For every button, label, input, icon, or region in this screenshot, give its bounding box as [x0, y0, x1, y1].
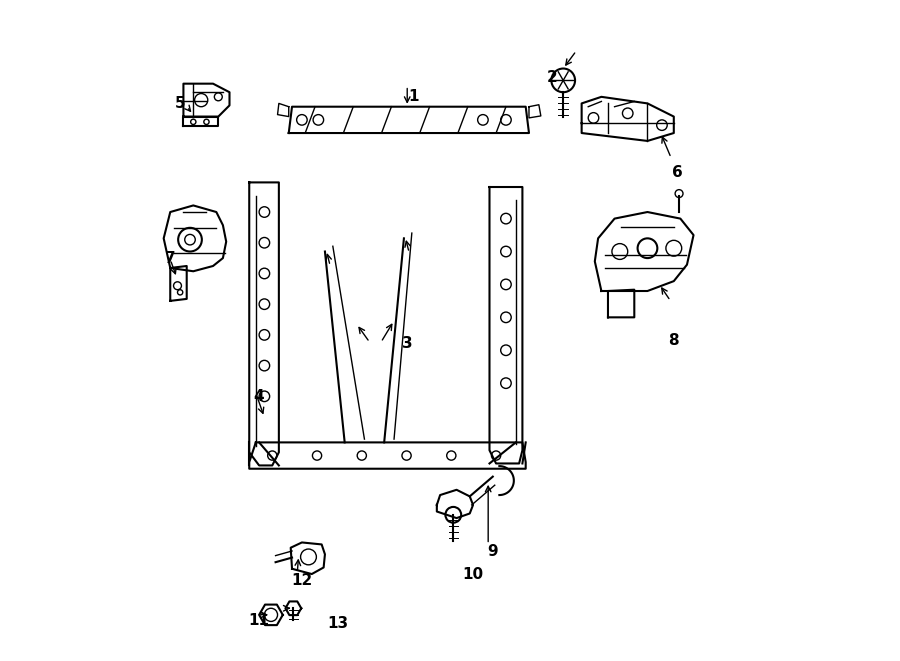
Polygon shape	[249, 182, 279, 465]
Polygon shape	[436, 490, 473, 518]
Text: 6: 6	[671, 165, 682, 180]
Text: 1: 1	[409, 89, 419, 104]
Polygon shape	[249, 442, 526, 469]
Text: 12: 12	[292, 573, 312, 588]
Text: 7: 7	[165, 251, 176, 266]
Text: 4: 4	[254, 389, 265, 404]
Text: 8: 8	[669, 333, 680, 348]
Polygon shape	[581, 97, 674, 141]
Text: 11: 11	[248, 613, 270, 627]
Text: 13: 13	[328, 616, 348, 631]
Polygon shape	[291, 543, 325, 574]
Polygon shape	[184, 84, 230, 116]
Polygon shape	[608, 290, 634, 317]
Polygon shape	[277, 103, 289, 116]
Polygon shape	[490, 187, 522, 463]
Text: 2: 2	[546, 69, 557, 85]
Polygon shape	[529, 104, 541, 118]
Polygon shape	[289, 106, 529, 133]
Text: 5: 5	[175, 96, 185, 111]
Polygon shape	[259, 605, 283, 625]
Polygon shape	[595, 212, 694, 291]
Text: 10: 10	[463, 566, 483, 582]
Text: 3: 3	[402, 336, 412, 351]
Polygon shape	[164, 206, 226, 271]
Polygon shape	[285, 602, 302, 615]
Polygon shape	[170, 266, 186, 301]
Text: 9: 9	[488, 543, 498, 559]
